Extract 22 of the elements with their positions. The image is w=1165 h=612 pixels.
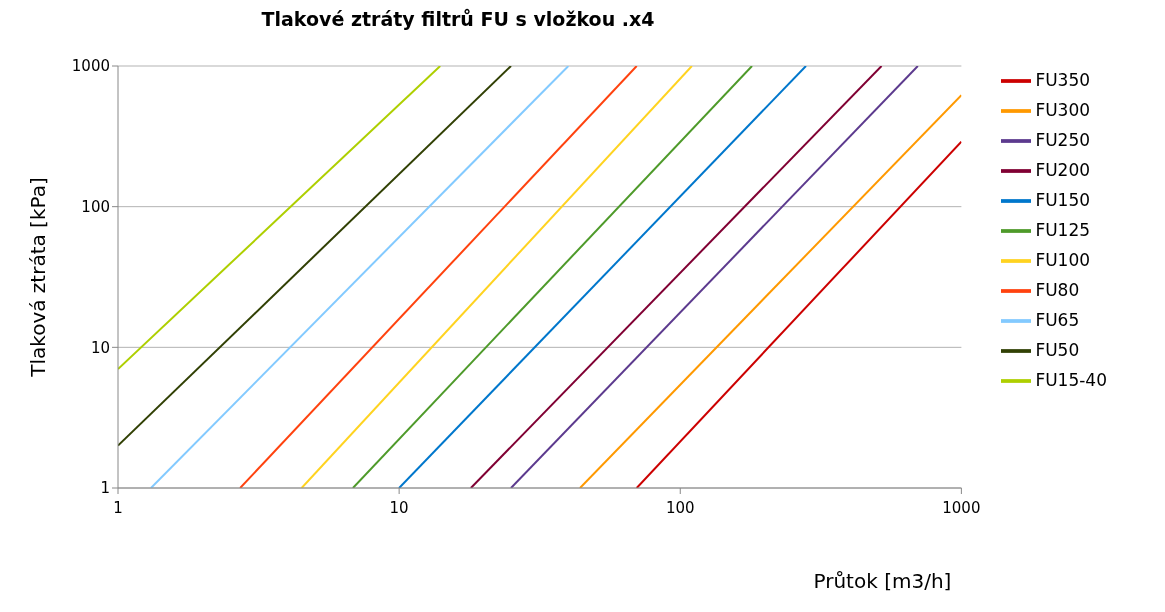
legend-label: FU125 [1035,220,1091,240]
y-tick-label: 1 [100,479,110,498]
legend-label: FU80 [1035,280,1080,300]
legend-label: FU150 [1035,190,1091,210]
y-tick-label: 10 [90,338,110,357]
x-tick-label: 10 [389,498,409,517]
x-axis-title: Průtok [m3/h] [813,569,952,593]
legend-label: FU300 [1035,100,1091,120]
legend-label: FU350 [1035,70,1091,90]
x-tick-label: 1 [113,498,123,517]
x-tick-label: 1000 [942,498,981,517]
chart-title: Tlakové ztráty filtrů FU s vložkou .x4 [260,8,656,32]
y-tick-label: 1000 [71,57,110,76]
legend-label: FU250 [1035,130,1091,150]
legend-label: FU65 [1035,310,1080,330]
y-axis-title: Tlaková ztráta [kPa] [26,177,51,378]
x-tick-label: 100 [665,498,695,517]
legend-label: FU200 [1035,160,1091,180]
y-tick-label: 100 [81,197,110,216]
legend-label: FU50 [1035,340,1080,360]
legend-label: FU100 [1035,250,1091,270]
legend-label: FU15-40 [1035,370,1107,390]
